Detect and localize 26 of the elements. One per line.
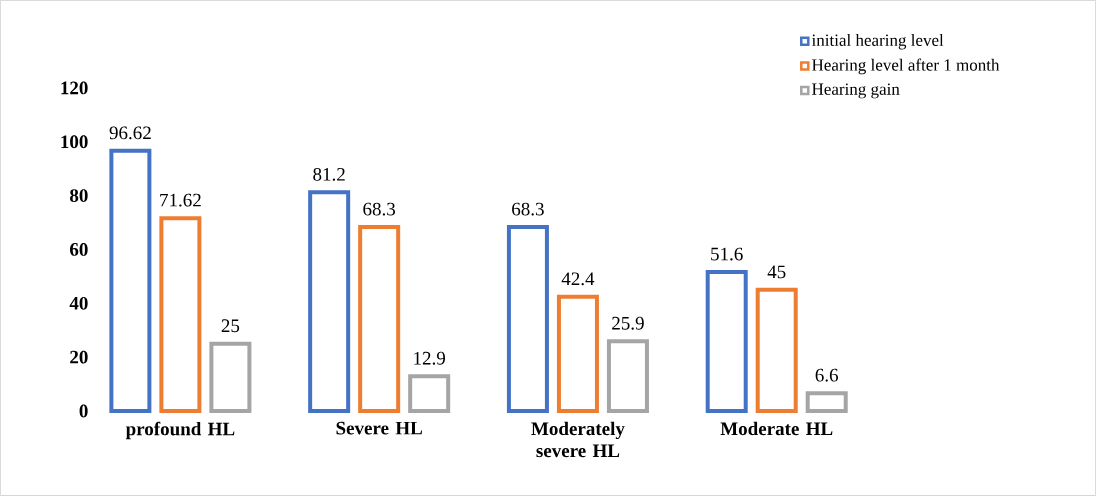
data-label: 68.3 <box>512 202 544 216</box>
x-tick-label: Severe HL <box>336 421 422 435</box>
data-label: 42.4 <box>561 272 595 286</box>
data-label: 71.62 <box>160 193 201 207</box>
data-label: 81.2 <box>313 167 345 181</box>
data-label: 45 <box>767 265 786 279</box>
data-label: 51.6 <box>711 247 743 261</box>
y-tick-label: 120 <box>61 81 88 95</box>
y-tick-label: 80 <box>70 189 88 203</box>
legend-label: Hearing gain <box>812 83 900 99</box>
y-tick-label: 100 <box>61 135 88 149</box>
data-label: 25 <box>221 319 240 333</box>
x-tick-label: profound HL <box>125 421 235 440</box>
x-tick-label: Moderately severe HL <box>531 421 625 458</box>
legend-label: Hearing level after 1 month <box>812 58 1000 75</box>
data-label: 96.62 <box>109 126 151 140</box>
y-tick-label: 40 <box>69 296 88 310</box>
legend-label: initial hearing level <box>811 34 944 50</box>
data-label: 6.6 <box>815 368 839 382</box>
y-tick-label: 20 <box>70 350 88 364</box>
y-tick-label: 60 <box>70 243 88 256</box>
data-label: 68.3 <box>363 202 396 216</box>
data-label: 25.9 <box>612 316 644 330</box>
data-label: 12.9 <box>414 351 446 365</box>
y-tick-label: 0 <box>79 404 88 418</box>
x-tick-label: Moderate HL <box>720 421 833 436</box>
